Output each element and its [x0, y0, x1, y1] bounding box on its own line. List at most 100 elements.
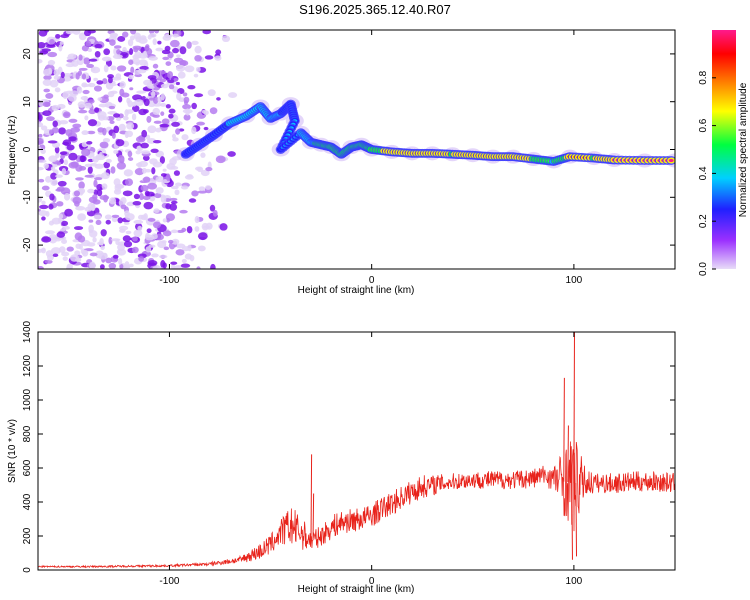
noise-speck: [79, 155, 86, 162]
noise-speck: [44, 259, 53, 264]
colorbar-tick-label: 0.6: [698, 118, 709, 132]
noise-speck: [170, 185, 179, 190]
noise-speck: [56, 231, 66, 238]
noise-speck: [180, 263, 191, 268]
noise-speck: [110, 65, 117, 71]
snr-xtick-label: 0: [369, 576, 375, 587]
noise-speck: [51, 247, 61, 255]
snr-ytick-label: 1400: [22, 320, 33, 343]
noise-speck: [130, 30, 137, 35]
noise-speck: [123, 169, 133, 177]
noise-speck: [157, 96, 162, 103]
noise-speck: [66, 144, 75, 151]
noise-speck: [43, 88, 51, 93]
noise-speck: [170, 165, 179, 170]
noise-speck: [39, 204, 49, 210]
noise-speck: [112, 54, 123, 60]
noise-speck: [59, 151, 68, 155]
noise-speck: [38, 210, 48, 217]
noise-speck: [49, 38, 55, 45]
noise-speck: [83, 57, 91, 65]
noise-speck: [179, 46, 187, 55]
noise-speck: [55, 174, 63, 178]
noise-speck: [160, 93, 165, 101]
noise-speck: [202, 30, 211, 35]
noise-speck: [76, 86, 83, 94]
noise-speck: [99, 237, 104, 246]
snr-xtick-label: -100: [159, 576, 179, 587]
noise-speck: [139, 193, 144, 201]
noise-speck: [68, 118, 78, 123]
noise-speck: [72, 30, 81, 35]
noise-speck: [119, 263, 124, 269]
noise-speck: [129, 47, 134, 55]
noise-speck: [52, 253, 59, 258]
noise-speck: [63, 159, 69, 166]
noise-speck: [39, 50, 49, 55]
noise-speck: [105, 158, 112, 164]
noise-speck: [154, 30, 160, 34]
noise-speck: [94, 43, 103, 49]
noise-speck: [160, 83, 169, 89]
noise-speck: [148, 97, 156, 101]
noise-speck: [147, 217, 156, 222]
noise-speck: [129, 35, 135, 41]
noise-speck: [168, 108, 176, 114]
noise-speck: [84, 206, 93, 212]
noise-speck: [216, 97, 221, 101]
spectrogram-xtick-label: -100: [159, 275, 179, 286]
noise-speck: [57, 180, 67, 187]
noise-speck: [152, 161, 163, 168]
noise-speck: [45, 250, 54, 258]
noise-speck: [116, 49, 121, 55]
noise-speck: [78, 54, 83, 61]
noise-speck: [204, 55, 214, 60]
noise-speck: [142, 155, 150, 161]
noise-speck: [187, 84, 196, 90]
noise-speck: [61, 220, 69, 227]
noise-speck: [43, 162, 49, 170]
snr-spike: [312, 493, 315, 541]
noise-speck: [68, 90, 79, 97]
noise-speck: [88, 229, 94, 234]
noise-speck: [38, 266, 44, 269]
noise-speck: [153, 120, 162, 124]
noise-speck: [94, 107, 100, 113]
noise-speck: [193, 93, 204, 98]
noise-speck: [125, 230, 132, 235]
noise-speck: [209, 204, 216, 212]
noise-speck: [127, 39, 134, 47]
noise-speck: [81, 73, 87, 80]
noise-speck: [103, 194, 109, 203]
noise-speck: [104, 214, 112, 220]
noise-speck: [97, 97, 103, 102]
noise-speck: [129, 87, 134, 91]
noise-speck: [132, 200, 142, 206]
noise-speck: [108, 76, 113, 84]
noise-speck: [117, 154, 125, 163]
noise-speck: [115, 73, 122, 79]
noise-speck: [152, 38, 157, 46]
colorbar-tick-label: 0.8: [698, 70, 709, 84]
noise-speck: [118, 241, 126, 246]
noise-speck: [74, 232, 83, 241]
noise-speck: [153, 140, 162, 144]
noise-speck: [162, 168, 167, 172]
noise-speck: [62, 72, 73, 77]
noise-speck: [170, 264, 176, 269]
noise-speck: [175, 243, 186, 249]
noise-speck: [127, 157, 134, 161]
snr-frame: [37, 331, 676, 571]
noise-speck: [96, 183, 104, 191]
noise-speck: [89, 252, 98, 257]
noise-speck: [82, 249, 89, 257]
noise-speck: [215, 49, 222, 55]
noise-speck: [136, 90, 147, 94]
noise-speck: [58, 127, 66, 135]
noise-speck: [58, 120, 69, 125]
noise-speck: [100, 229, 107, 237]
noise-speck: [97, 114, 106, 121]
noise-speck: [125, 109, 134, 114]
colorbar-gradient: [712, 30, 736, 269]
noise-speck: [84, 174, 95, 178]
